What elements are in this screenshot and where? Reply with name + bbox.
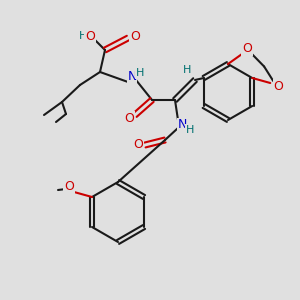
Text: N: N (177, 118, 187, 131)
Text: O: O (242, 43, 252, 56)
Text: O: O (64, 181, 74, 194)
Text: O: O (133, 139, 143, 152)
Text: H: H (136, 68, 144, 78)
Text: O: O (273, 80, 283, 92)
Text: O: O (130, 29, 140, 43)
Text: H: H (183, 65, 191, 75)
Text: H: H (186, 125, 194, 135)
Text: O: O (124, 112, 134, 124)
Text: O: O (85, 29, 95, 43)
Text: H: H (79, 31, 87, 41)
Text: N: N (127, 70, 137, 83)
